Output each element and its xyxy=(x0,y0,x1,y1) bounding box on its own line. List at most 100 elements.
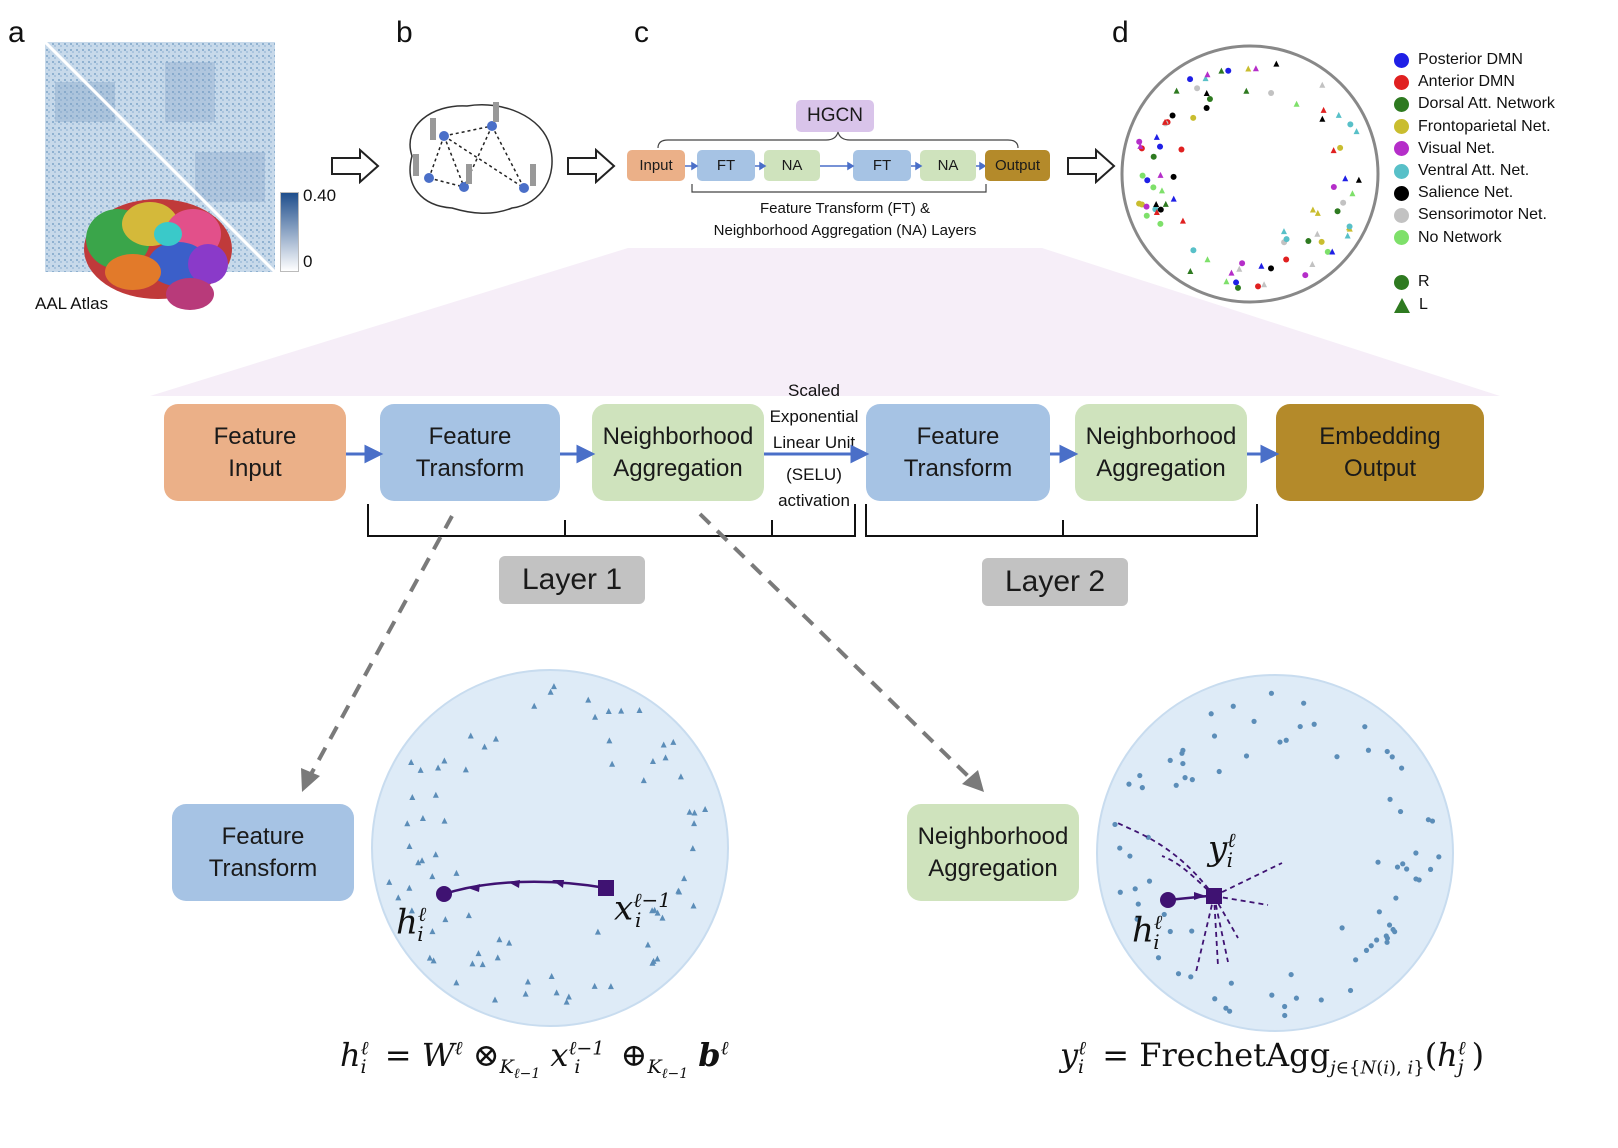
neighborhood-aggregation-1-box: Neighborhood Aggregation xyxy=(592,404,764,501)
embedding-point xyxy=(1282,1012,1288,1019)
embedding-point xyxy=(475,950,482,957)
legend-item-r: R xyxy=(1394,273,1430,291)
embedding-point xyxy=(429,873,436,880)
na-h-label: hℓi xyxy=(1132,910,1169,954)
circle-icon xyxy=(1394,274,1409,290)
small-na2-box: NA xyxy=(920,150,976,181)
small-layers-bracket xyxy=(691,184,987,193)
embedding-point xyxy=(469,960,476,967)
embedding-point xyxy=(1305,238,1312,245)
embedding-point xyxy=(650,957,657,964)
embedding-point xyxy=(605,708,612,715)
embedding-point xyxy=(1162,200,1169,207)
embedding-point xyxy=(585,696,592,703)
embedding-point xyxy=(1318,997,1324,1003)
embedding-point xyxy=(419,857,426,864)
embedding-point xyxy=(1243,87,1250,94)
embedding-point xyxy=(1190,247,1197,254)
aggregation-edges xyxy=(1115,821,1283,973)
embedding-point xyxy=(1302,272,1309,279)
embedding-point xyxy=(1416,877,1422,883)
arrow-b-to-c-icon xyxy=(567,148,616,184)
na-y-symbol: y xyxy=(1208,828,1228,869)
na-h-sub: i xyxy=(1153,930,1160,955)
embedding-point xyxy=(1268,90,1275,97)
embedding-point xyxy=(686,808,693,815)
embedding-point xyxy=(548,973,555,980)
legend-label-r: R xyxy=(1418,273,1430,290)
circle-icon xyxy=(1394,163,1409,179)
embedding-point xyxy=(1157,220,1164,227)
embedding-point xyxy=(1301,700,1307,706)
colorbar-min-label: 0 xyxy=(303,252,313,271)
na-y-label: yℓi xyxy=(1208,828,1242,872)
embedding-point xyxy=(1153,201,1160,208)
embedding-point xyxy=(1126,781,1132,787)
triangle-icon xyxy=(1394,297,1410,313)
embedding-point xyxy=(591,982,598,989)
ft-x-label: xℓ−1i xyxy=(614,888,677,932)
embedding-point xyxy=(432,851,439,858)
embedding-point xyxy=(1320,106,1327,113)
selu-activation-label: Scaled Exponential Linear Unit (SELU) ac… xyxy=(764,378,864,514)
embedding-point xyxy=(465,912,472,919)
embedding-point xyxy=(1344,232,1351,239)
embedding-point xyxy=(1392,929,1398,935)
embedding-point xyxy=(1282,1003,1288,1010)
embedding-point xyxy=(594,928,601,935)
embedding-point xyxy=(430,957,437,964)
embedding-point xyxy=(1139,172,1146,179)
legend-label: Dorsal Att. Network xyxy=(1418,95,1555,113)
feature-transform-equation: hℓi = Wℓ ⊗Kℓ−1 xℓ−1i ⊕Kℓ−1 bℓ xyxy=(340,1036,729,1083)
embedding-point xyxy=(1314,230,1321,237)
embedding-point xyxy=(1330,147,1337,154)
embedding-point xyxy=(550,683,557,690)
embedding-point xyxy=(524,978,531,985)
embedding-point xyxy=(386,878,393,885)
legend-item: Frontoparietal Net. xyxy=(1394,118,1551,136)
panel-label-b: b xyxy=(396,16,413,49)
embedding-point xyxy=(1429,818,1436,824)
embedding-point xyxy=(1150,184,1157,191)
neighborhood-aggregation-detail-box: Neighborhood Aggregation xyxy=(907,804,1079,901)
embedding-point xyxy=(1349,190,1356,197)
embedding-point xyxy=(1228,980,1234,986)
embedding-point xyxy=(1167,928,1173,935)
embedding-point xyxy=(1187,267,1194,274)
embedding-point xyxy=(1135,901,1141,907)
legend-label: No Network xyxy=(1418,228,1502,246)
transform-path xyxy=(443,880,607,896)
embedding-point xyxy=(1216,768,1222,775)
embedding-point xyxy=(1233,279,1240,286)
embedding-point xyxy=(1389,754,1395,760)
feature-input-box: Feature Input xyxy=(164,404,346,501)
embedding-point xyxy=(1173,782,1179,788)
embedding-point xyxy=(1318,238,1325,245)
legend-item: Anterior DMN xyxy=(1394,73,1515,91)
embedding-point xyxy=(406,843,413,850)
embedding-point xyxy=(1137,772,1143,779)
embedding-point xyxy=(1384,748,1390,755)
connectivity-matrix xyxy=(45,42,277,274)
embedding-point xyxy=(553,989,560,996)
embedding-point xyxy=(636,707,643,714)
na-h-sup: ℓ xyxy=(1153,910,1163,934)
embedding-point xyxy=(1203,90,1210,97)
embedding-point xyxy=(1311,721,1317,727)
embedding-point xyxy=(1269,992,1275,998)
embedding-point xyxy=(1394,864,1401,870)
embedding-point xyxy=(1309,261,1316,268)
embedding-point xyxy=(1268,265,1275,272)
embedding-point xyxy=(1230,703,1236,709)
embedding-point xyxy=(1194,85,1201,92)
embedding-point xyxy=(1255,283,1262,290)
legend-label: Visual Net. xyxy=(1418,139,1496,157)
layer-2-label: Layer 2 xyxy=(982,558,1128,606)
embedding-point xyxy=(677,773,684,780)
embedding-point xyxy=(1362,724,1368,730)
legend-label: Sensorimotor Net. xyxy=(1418,206,1547,224)
embedding-point xyxy=(1297,723,1303,730)
embedding-point xyxy=(1387,796,1393,802)
embedding-point xyxy=(690,902,697,909)
na-y-sup: ℓ xyxy=(1227,828,1236,852)
